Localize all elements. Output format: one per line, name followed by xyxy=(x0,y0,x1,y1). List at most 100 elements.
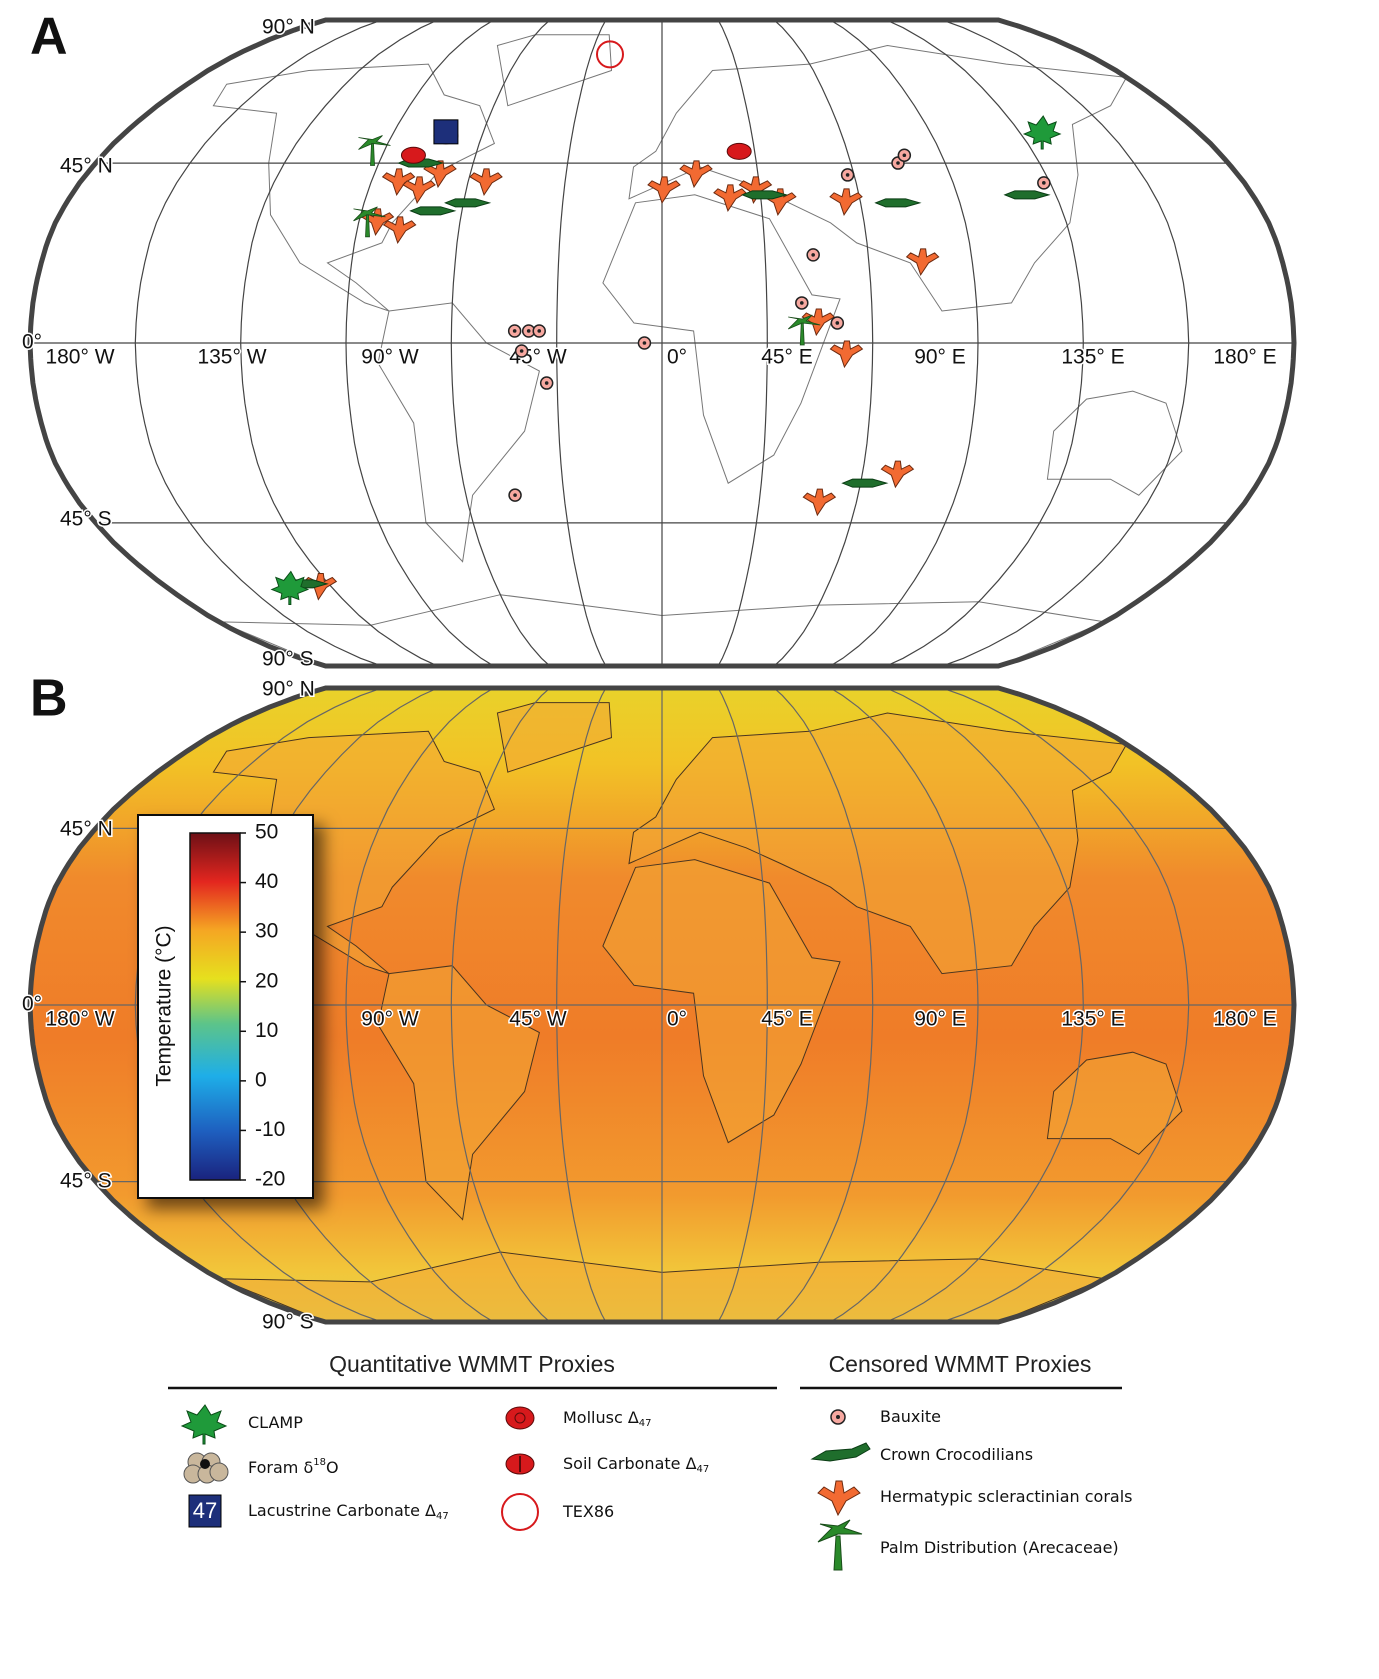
legend-label-part: Palm Distribution (Arecaceae) xyxy=(880,1538,1119,1557)
lacustrine-marker xyxy=(433,119,459,145)
panel-label: B xyxy=(30,670,68,728)
lat-label: 45° S xyxy=(60,508,112,531)
legend-icon xyxy=(200,1459,210,1469)
colorbar-ramp xyxy=(189,832,241,1181)
coral-marker xyxy=(905,248,940,277)
landmass xyxy=(377,302,540,563)
crocodilian-marker xyxy=(444,198,492,208)
lon-label: 180° E xyxy=(1213,346,1276,369)
lon-label: 45° E xyxy=(761,346,813,369)
lat-label: 90° S xyxy=(262,648,314,671)
lat-label: 0° xyxy=(22,993,42,1016)
lat-label: 45° N xyxy=(60,818,113,841)
coral-marker xyxy=(381,168,416,196)
coral-marker xyxy=(738,176,773,204)
legend-label-part: 47 xyxy=(639,1418,652,1429)
map-body xyxy=(30,20,1294,666)
lat-label: 90° N xyxy=(262,678,315,701)
lon-label: 45° W xyxy=(509,1008,567,1031)
legend: Quantitative WMMT Proxies Censored WMMT … xyxy=(168,1351,1132,1571)
bauxite-dot xyxy=(544,381,549,385)
bauxite-dot xyxy=(642,341,647,345)
lon-label: 180° W xyxy=(45,1008,114,1031)
lat-label: 45° N xyxy=(60,155,113,178)
colorbar-tick-label: -10 xyxy=(255,1118,285,1141)
bauxite-dot xyxy=(1042,181,1046,185)
map-body xyxy=(30,688,1294,1322)
landmass xyxy=(628,44,1128,312)
clamp-marker xyxy=(1022,115,1062,150)
legend-label-part: Soil Carbonate Δ xyxy=(563,1454,697,1473)
legend-label-part: Hermatypic scleractinian corals xyxy=(880,1487,1132,1506)
soil-marker xyxy=(726,142,752,160)
legend-icon xyxy=(514,1412,526,1424)
map-a: A 90° N 45° N 0° 45° S 90° S 180° W 135° W 90° W… xyxy=(21,8,1297,672)
bauxite-dot xyxy=(526,329,531,333)
lon-label: 135° E xyxy=(1061,346,1124,369)
legend-icon xyxy=(188,1494,222,1528)
legend-label-part: 47 xyxy=(697,1464,710,1475)
clamp-marker xyxy=(270,570,310,605)
coral-marker xyxy=(647,176,681,204)
legend-label-part: Lacustrine Carbonate Δ xyxy=(248,1501,436,1520)
landmass xyxy=(1046,390,1183,496)
legend-label-part: 18 xyxy=(313,1457,326,1468)
legend-label: Foram δ18O xyxy=(248,1457,339,1477)
legend-icon xyxy=(817,1480,861,1517)
bauxite-dot xyxy=(845,173,850,177)
lat-label: 90° N xyxy=(262,16,315,39)
landmass xyxy=(377,965,540,1221)
lat-label: 90° S xyxy=(262,1311,314,1334)
bauxite-dot xyxy=(512,329,517,333)
legend-icon xyxy=(501,1493,539,1531)
legend-label-part: Bauxite xyxy=(880,1407,941,1426)
landmass xyxy=(496,34,613,107)
legend-label-part: Foram δ xyxy=(248,1458,313,1477)
legend-label: Bauxite xyxy=(880,1407,941,1426)
legend-label-part: CLAMP xyxy=(248,1413,303,1432)
coral-marker xyxy=(679,160,713,189)
lon-label: 0° xyxy=(667,346,687,369)
lon-label: 90° W xyxy=(361,346,419,369)
legend-title: Censored WMMT Proxies xyxy=(829,1351,1092,1377)
legend-label: CLAMP xyxy=(248,1413,303,1432)
palm-marker xyxy=(787,314,821,346)
tex86-marker xyxy=(595,40,624,69)
legend-icon xyxy=(810,1442,871,1462)
legend-icon-text: 47 xyxy=(193,1498,217,1523)
bauxite-dot xyxy=(896,161,900,165)
map-b: B 90° N 45° N 0° 45° S 90° S 180° W 90° W 45° W 0… xyxy=(21,670,1297,1335)
colorbar: Temperature (°C) 50 40 30 20 10 0 -10 -20 xyxy=(137,814,314,1199)
coral-marker xyxy=(382,216,417,244)
lon-label: 45° E xyxy=(761,1008,813,1031)
colorbar-label: Temperature (°C) xyxy=(153,925,176,1086)
map-outline xyxy=(27,17,1297,669)
legend-label: TEX86 xyxy=(562,1502,614,1521)
legend-label-part: O xyxy=(326,1458,339,1477)
bauxite-dot xyxy=(902,153,907,158)
legend-icon xyxy=(180,1404,228,1445)
legend-icon xyxy=(505,1406,535,1430)
coral-marker xyxy=(469,168,503,196)
legend-icon xyxy=(836,1415,840,1419)
legend-label-part: 47 xyxy=(436,1511,449,1522)
crocodilian-marker xyxy=(874,198,922,208)
crocodilian-marker xyxy=(1003,190,1051,200)
landmass xyxy=(628,712,1128,975)
colorbar-tick-label: 10 xyxy=(255,1019,278,1042)
legend-label: Mollusc Δ47 xyxy=(563,1408,652,1430)
lon-label: 90° E xyxy=(914,1008,966,1031)
bauxite-dot xyxy=(519,349,524,353)
map-outline xyxy=(27,685,1297,1325)
landmass xyxy=(1046,1051,1183,1155)
legend-label: Palm Distribution (Arecaceae) xyxy=(880,1538,1119,1557)
legend-label: Lacustrine Carbonate Δ47 xyxy=(248,1501,449,1523)
bauxite-dot xyxy=(835,321,840,325)
coral-marker xyxy=(802,488,837,517)
colorbar-tick-label: 40 xyxy=(255,870,278,893)
legend-label-part: Crown Crocodilians xyxy=(880,1445,1033,1464)
legend-label-part: TEX86 xyxy=(562,1502,614,1521)
palm-marker xyxy=(353,206,386,238)
